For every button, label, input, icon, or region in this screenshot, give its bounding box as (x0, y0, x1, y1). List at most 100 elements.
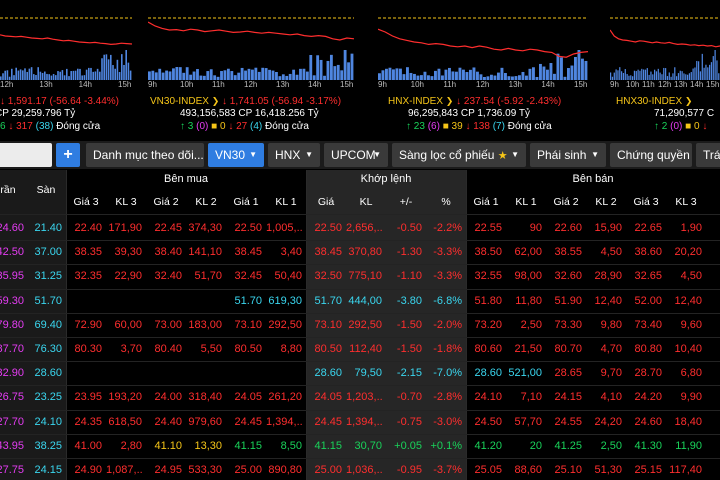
volume-bar (617, 70, 619, 80)
volume-bar (182, 72, 186, 80)
table-row[interactable]: 26.75 23.25 23.95 193,20 24.00 318,40 24.05 261… (0, 385, 720, 409)
table-cell: 23.25 (34, 391, 62, 404)
volume-bar (336, 64, 340, 80)
table-row[interactable]: 27.75 24.15 24.90 1,087,... 24.95 533,30 25.00… (0, 458, 720, 480)
volume-bar (486, 76, 490, 80)
volume-bar (257, 71, 261, 80)
table-cell: 32.65 (634, 270, 662, 283)
tab-warrants[interactable]: Chứng quyền (610, 143, 692, 167)
volume-bar (244, 70, 247, 80)
table-row[interactable]: 35.95 31.25 32.35 22,90 32.40 51,70 32.45 50,40… (0, 264, 720, 288)
volume-bar (525, 75, 528, 80)
volume-bar (288, 73, 292, 80)
table-cell: 38.45 (234, 246, 262, 259)
table-cell: 51,70 (194, 270, 222, 283)
volume-bar (701, 53, 703, 80)
tab-derivatives[interactable]: Phái sinh ▼ (530, 143, 606, 167)
volume-bar (230, 71, 234, 80)
column-header[interactable]: Giá 1 (473, 196, 499, 208)
table-row[interactable]: 27.70 24.10 24.35 618,50 24.40 979,60 24.45 1,3… (0, 410, 720, 434)
tab-hnx[interactable]: HNX ▼ (268, 143, 320, 167)
index-card-vn30[interactable]: 9h 10h 11h 12h 13h 14h 15h VN30-INDEX ❯ ↓ 1,74… (148, 0, 370, 140)
market-status: Đóng cửa (507, 121, 552, 132)
volume-bar (448, 67, 451, 80)
table-cell: 8,80 (280, 343, 302, 355)
index-card-vnindex[interactable]: 12h 13h 14h 15h ↓ 1,591.17 (-56.64 -3.44%) … (0, 0, 138, 140)
tab-upcom[interactable]: UPCOM ▼ (324, 143, 388, 167)
column-header[interactable]: KL 3 (675, 196, 697, 208)
column-header[interactable]: Giá 2 (553, 196, 579, 208)
table-cell: 619,30 (268, 294, 302, 307)
volume-bar (655, 71, 658, 80)
column-header[interactable]: KL 2 (195, 196, 217, 208)
volume-bar (125, 50, 127, 80)
index-strip: 12h 13h 14h 15h ↓ 1,591.17 (-56.64 -3.44%) … (0, 0, 720, 140)
up-count: 2 (661, 121, 668, 132)
column-header[interactable]: +/- (399, 196, 413, 208)
index-card-hnx[interactable]: 9h 10h 11h 12h 13h 14h 15h HNX-INDEX ❯ ↓ 237.5… (378, 0, 600, 140)
column-header[interactable]: KL 3 (115, 196, 137, 208)
chevron-down-icon[interactable]: ❯ (211, 96, 220, 106)
table-cell: 51.80 (474, 294, 502, 307)
column-header[interactable]: Sàn (36, 184, 56, 196)
table-row[interactable]: 43.95 38.25 41.00 2,80 41.10 13,30 41.15 8,50 41… (0, 434, 720, 458)
table-cell (186, 289, 222, 313)
caret-down-icon: ▼ (249, 150, 257, 159)
volume-bar (641, 68, 643, 80)
tab-vn30[interactable]: VN30 ▼ (208, 143, 264, 167)
table-cell: 24.45 (234, 415, 262, 428)
table-cell: 9,70 (600, 367, 622, 380)
table-cell: 4,50 (680, 270, 702, 283)
volume-bar (703, 67, 705, 80)
table-row[interactable]: 42.50 37.00 38.35 39,30 38.40 141,10 38.45 3,40… (0, 240, 720, 264)
index-breadth-line: 6 ↓ 317 (38) Đóng cửa (0, 121, 101, 132)
column-header[interactable]: Giá 1 (233, 196, 259, 208)
volume-bar (705, 64, 707, 80)
volume-bar (305, 71, 309, 80)
column-header[interactable]: KL 1 (515, 196, 537, 208)
volume-bar (11, 68, 13, 80)
volume-bar (688, 73, 691, 80)
tab-bonds[interactable]: Trá (696, 143, 720, 167)
tab-label: VN30 (215, 148, 246, 162)
add-watchlist-button[interactable]: + (56, 143, 80, 167)
tab-watchlist[interactable]: Danh mục theo dõi... (86, 143, 204, 167)
index-price-line: HNX-INDEX ❯ ↓ 237.54 (-5.92 -2.43%) (388, 96, 562, 107)
volume-bar (340, 70, 344, 80)
column-header[interactable]: Giá 3 (633, 196, 659, 208)
chevron-down-icon[interactable]: ❯ (445, 96, 454, 106)
column-header[interactable]: KL 2 (595, 196, 617, 208)
table-row[interactable]: 87.70 76.30 80.30 3,70 80.40 5,50 80.50 8,80 80.… (0, 337, 720, 361)
index-breadth-line: ↑ 3 (0) ■ 0 ↓ 27 (4) Đóng cửa (180, 121, 309, 132)
table-cell (106, 289, 142, 313)
column-header[interactable]: rần (0, 184, 16, 196)
column-header[interactable]: Giá 3 (73, 196, 99, 208)
up-arrow-icon: ↑ (180, 121, 185, 132)
table-cell: 80.40 (154, 343, 182, 355)
index-chart-vn30 (148, 17, 354, 80)
table-cell: -2.2% (433, 222, 462, 234)
table-row[interactable]: 59.30 51.70 51.70 619,30 51.70 444,00 -3.80 -6.… (0, 289, 720, 313)
table-row[interactable]: 79.80 69.40 72.90 60,00 73.00 183,00 73.10 292,… (0, 313, 720, 337)
index-card-hnx30[interactable]: 9h 10h 11h 12h 13h 14h 15h HNX30-INDEX ❯ 71,29… (610, 0, 720, 140)
chevron-down-icon[interactable]: ❯ (684, 96, 693, 106)
column-header[interactable]: KL 1 (275, 196, 297, 208)
table-cell: 9,80 (600, 318, 622, 331)
volume-bar (699, 71, 702, 80)
volume-bar (630, 75, 632, 80)
column-header[interactable]: Giá (317, 196, 335, 208)
table-row[interactable]: 24.60 21.40 22.40 171,90 22.45 374,30 22.50 1,0… (0, 216, 720, 240)
table-row[interactable]: 32.90 28.60 28.60 79,50 -2.15 -7.0% 28.60 521,0… (0, 361, 720, 385)
column-header[interactable]: Giá 2 (153, 196, 179, 208)
stock-search-input[interactable] (0, 143, 52, 167)
volume-bar (567, 68, 570, 80)
column-header[interactable]: % (441, 196, 451, 208)
down-arrow-icon: ↓ (222, 96, 228, 107)
table-cell: 80.50 (234, 343, 262, 355)
table-cell: 80.30 (74, 343, 102, 355)
table-cell: -0.50 (396, 222, 422, 234)
tab-stock-screener[interactable]: Sàng lọc cổ phiếu ★ ▼ (392, 143, 526, 167)
volume-bar (17, 70, 20, 80)
price-line (378, 28, 588, 58)
column-header[interactable]: KL (359, 196, 373, 208)
